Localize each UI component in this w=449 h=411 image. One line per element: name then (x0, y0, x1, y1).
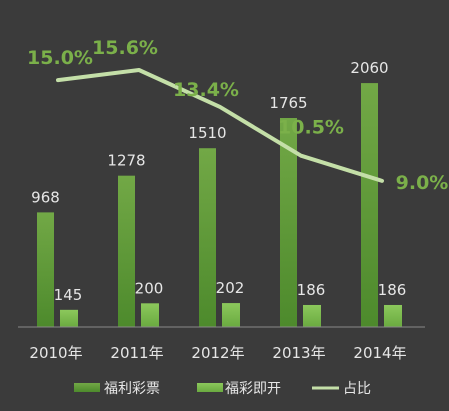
bar-2011年-series-2 (141, 303, 159, 327)
line-point-label: 13.4% (173, 79, 239, 101)
line-point-label: 15.6% (92, 37, 158, 59)
bar-2012年-series-1 (199, 148, 216, 327)
bar-2013年-series-2 (303, 304, 321, 327)
bar-value-label: 1765 (269, 94, 307, 112)
bar-value-label: 200 (135, 279, 164, 297)
x-tick-label: 2011年 (110, 344, 163, 362)
legend-label: 福利彩票 (104, 381, 160, 397)
x-tick-label: 2010年 (29, 344, 82, 362)
bar-2013年-series-1 (280, 118, 297, 327)
line-point-label: 10.5% (278, 117, 344, 139)
legend: 福利彩票 福彩即开 占比 (74, 381, 371, 397)
bar-value-label: 202 (216, 279, 245, 297)
bar-2011年-series-1 (118, 175, 135, 327)
line-point-label: 9.0% (396, 172, 449, 194)
legend-swatch (74, 383, 100, 392)
bar-value-label: 145 (54, 286, 83, 304)
bar-value-label: 1510 (188, 124, 226, 142)
bar-value-label: 968 (31, 188, 60, 206)
bar-value-label: 2060 (350, 59, 388, 77)
bar-2010年-series-1 (37, 212, 54, 327)
legend-label: 占比 (343, 381, 371, 397)
x-tick-label: 2014年 (353, 344, 406, 362)
legend-swatch (197, 383, 223, 392)
bars-series-1 (37, 83, 378, 327)
x-tick-label: 2013年 (272, 344, 325, 362)
bar-value-label: 186 (297, 281, 326, 299)
line-point-label: 15.0% (27, 47, 93, 69)
bar-2014年-series-2 (384, 304, 402, 327)
x-tick-label: 2012年 (191, 344, 244, 362)
bar-value-label: 1278 (107, 152, 145, 170)
legend-label: 福彩即开 (225, 381, 281, 397)
bar-2010年-series-2 (60, 309, 78, 327)
bar-value-label: 186 (378, 281, 407, 299)
bar-labels: 968 145 1278 200 1510 202 1765 186 2060 186 (31, 59, 406, 304)
x-ticks: 2010年 2011年 2012年 2013年 2014年 (29, 344, 406, 362)
line-path (56, 68, 384, 183)
bar-2012年-series-2 (222, 303, 240, 327)
bar-2014年-series-1 (361, 83, 378, 327)
bars-series-2 (60, 303, 402, 327)
line-series: 15.0% 15.6% 13.4% 10.5% 9.0% (27, 37, 448, 194)
